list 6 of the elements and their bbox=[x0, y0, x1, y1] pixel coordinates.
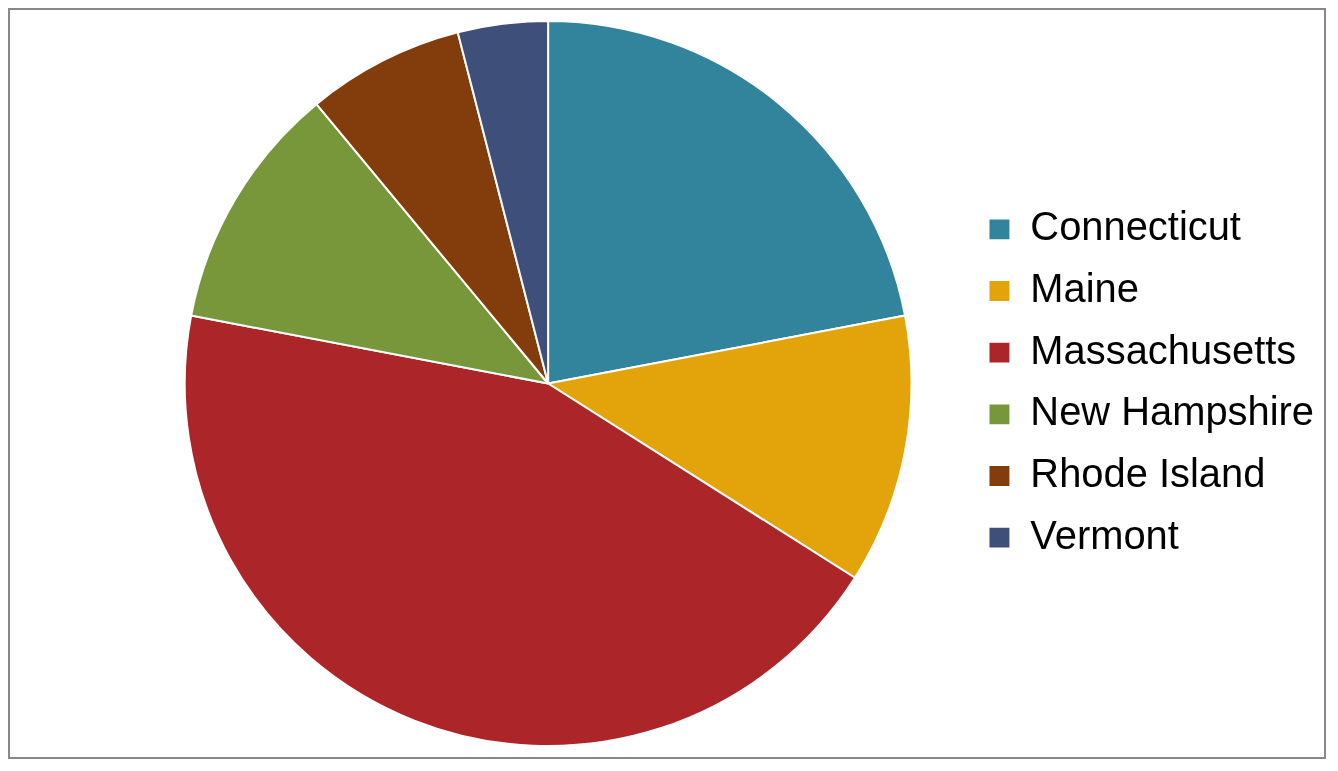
legend-label: Vermont bbox=[1030, 512, 1179, 557]
legend-label: Massachusetts bbox=[1030, 327, 1297, 372]
legend-label: Rhode Island bbox=[1030, 451, 1266, 495]
legend-label: Connecticut bbox=[1030, 204, 1241, 249]
legend-label: Maine bbox=[1030, 266, 1139, 310]
legend-label: New Hampshire bbox=[1030, 389, 1314, 434]
